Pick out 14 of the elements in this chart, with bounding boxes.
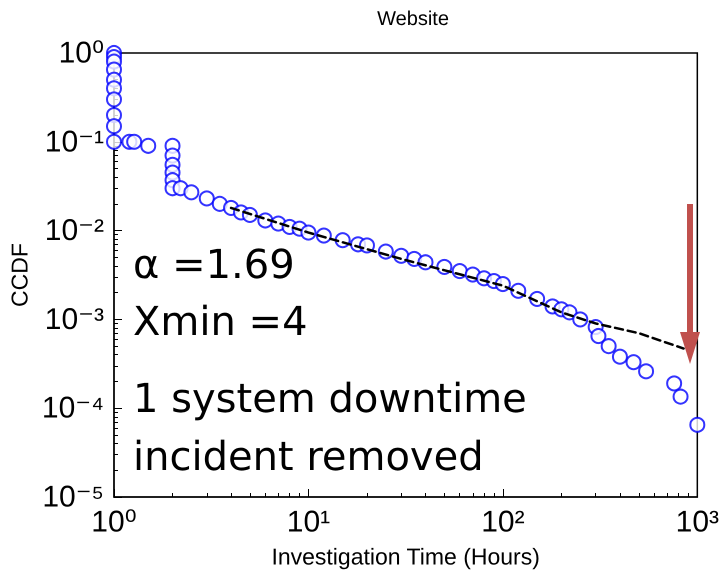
- x-tick-label: 10³: [676, 506, 720, 538]
- x-axis-title: Investigation Time (Hours): [271, 544, 540, 570]
- y-tick-label: 10⁰: [58, 36, 104, 70]
- y-tick-label: 10⁻¹: [44, 125, 104, 158]
- y-tick-label: 10⁻⁴: [42, 392, 104, 425]
- annotation: α =1.69: [133, 242, 295, 288]
- x-tick-label: 10¹: [286, 506, 330, 538]
- y-tick-label: 10⁻²: [44, 214, 104, 248]
- annotation: Xmin =4: [133, 299, 308, 345]
- y-tick-label: 10⁻³: [44, 302, 104, 336]
- annotation: 1 system downtime incident removed: [133, 376, 527, 480]
- chart-title: Website: [377, 8, 449, 30]
- x-tick-label: 10²: [481, 506, 525, 538]
- y-axis-title: CCDF: [6, 243, 32, 307]
